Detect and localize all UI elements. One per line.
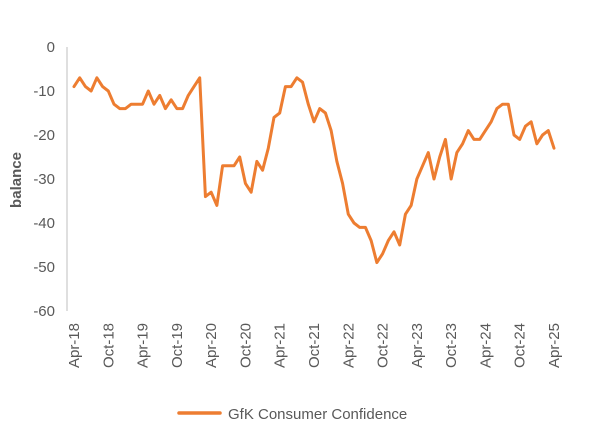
y-tick-label: -30 — [33, 171, 55, 188]
y-tick-label: -50 — [33, 259, 55, 276]
x-tick-label: Oct-24 — [512, 323, 529, 368]
y-axis-title: balance — [8, 152, 25, 208]
x-tick-label: Apr-24 — [477, 323, 494, 368]
x-tick-label: Apr-21 — [272, 323, 289, 368]
x-tick-labels: Apr-18 Oct-18 Apr-19 Oct-19 Apr-20 Oct-20 Apr-… — [66, 323, 563, 368]
x-tick-label: Apr-20 — [203, 323, 220, 368]
x-tick-label: Oct-23 — [443, 323, 460, 368]
y-tick-label: 0 — [47, 39, 55, 56]
x-tick-label: Apr-19 — [135, 323, 152, 368]
legend: GfK Consumer Confidence — [177, 406, 407, 423]
x-tick-label: Apr-25 — [546, 323, 563, 368]
x-tick-label: Apr-23 — [409, 323, 426, 368]
y-tick-labels: 0 -10 -20 -30 -40 -50 -60 — [33, 39, 55, 320]
legend-label: GfK Consumer Confidence — [228, 406, 407, 423]
x-tick-label: Oct-18 — [100, 323, 117, 368]
x-tick-label: Oct-20 — [237, 323, 254, 368]
plot-area — [72, 76, 556, 265]
x-tick-label: Oct-22 — [375, 323, 392, 368]
series-line — [72, 76, 556, 265]
y-tick-label: -60 — [33, 303, 55, 320]
x-tick-label: Oct-19 — [169, 323, 186, 368]
y-tick-label: -20 — [33, 127, 55, 144]
y-tick-label: -10 — [33, 83, 55, 100]
x-tick-label: Apr-22 — [340, 323, 357, 368]
y-tick-label: -40 — [33, 215, 55, 232]
x-tick-label: Apr-18 — [66, 323, 83, 368]
x-tick-label: Oct-21 — [306, 323, 323, 368]
